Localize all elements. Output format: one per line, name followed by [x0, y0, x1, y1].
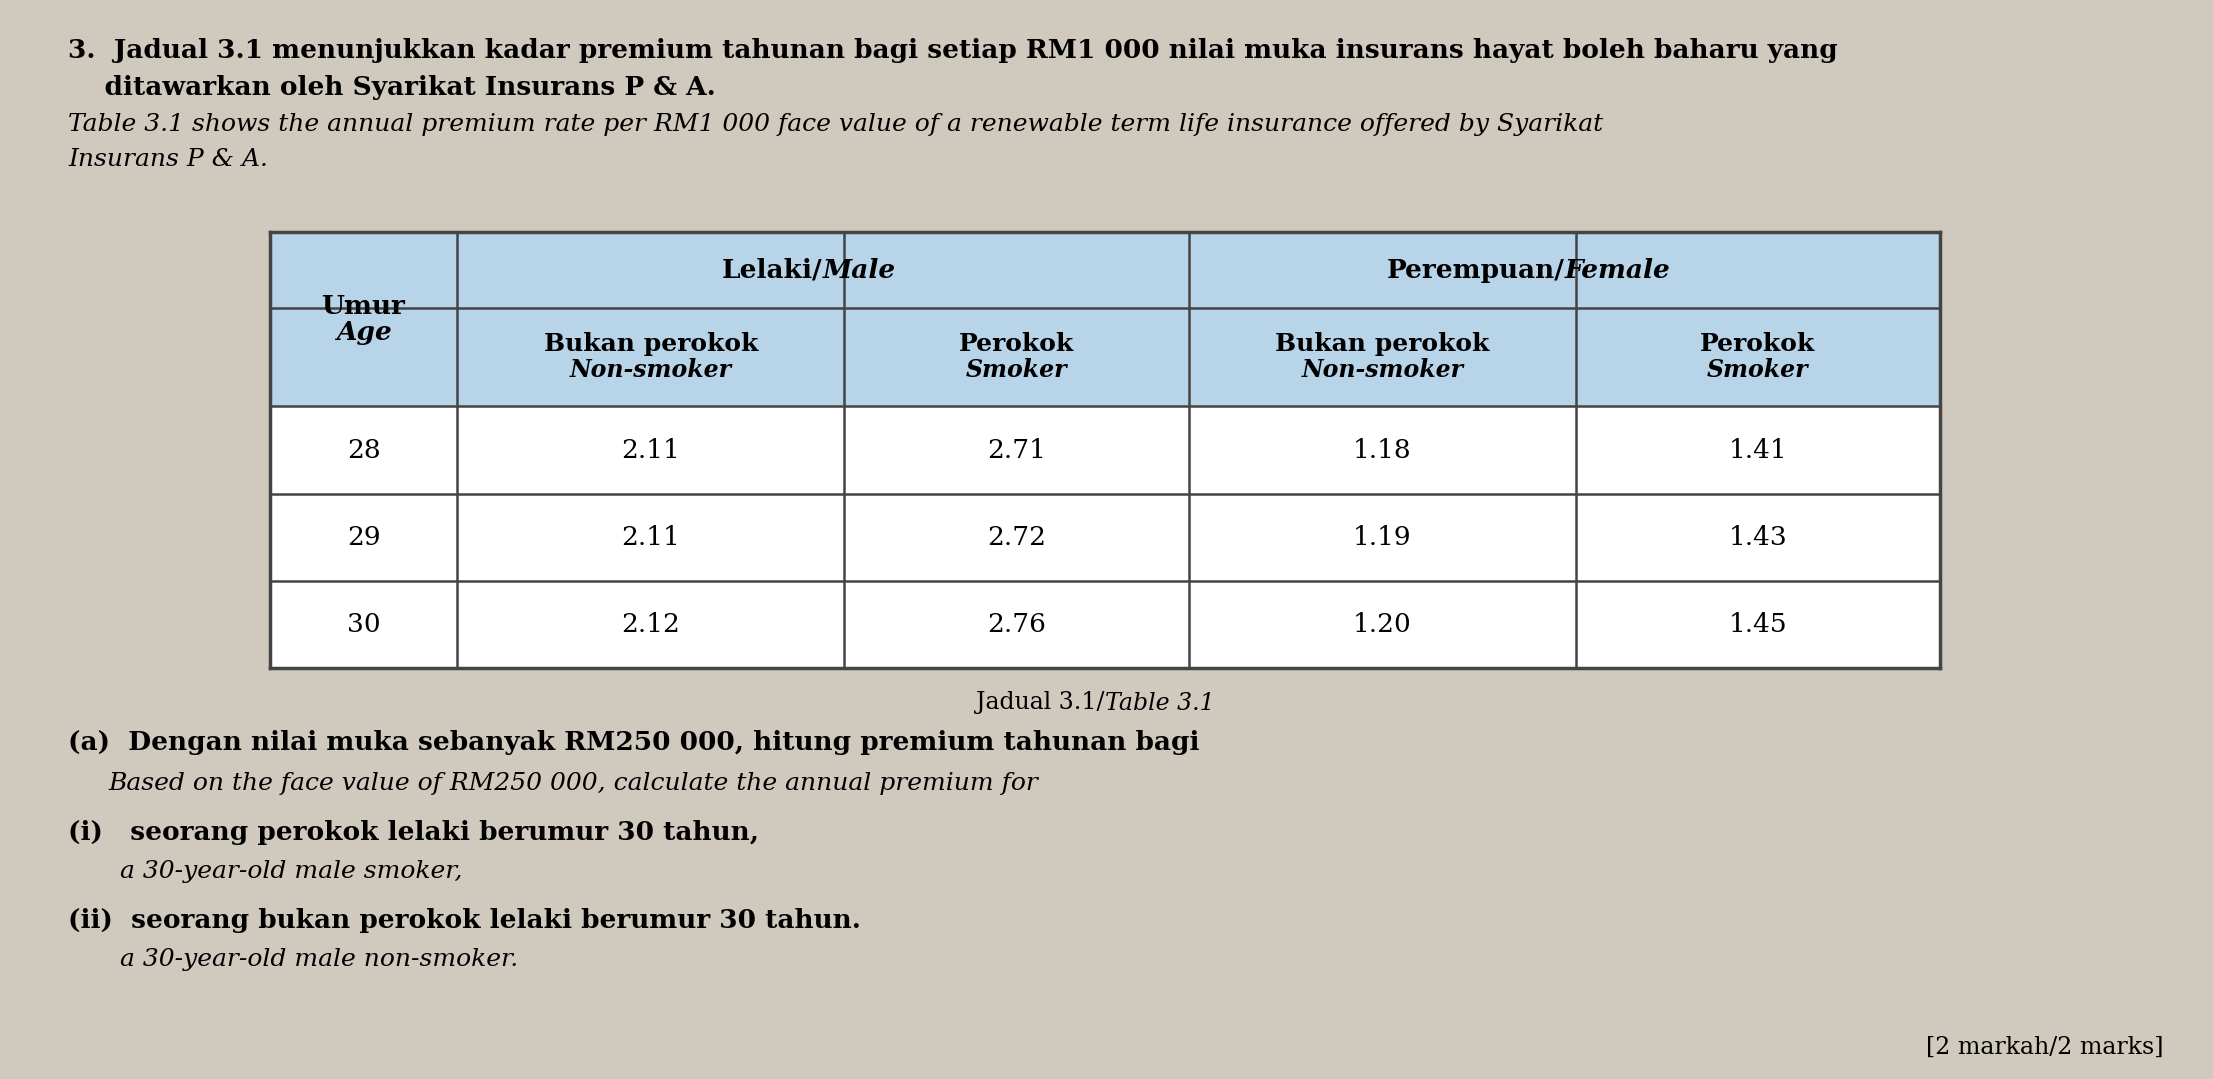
Bar [458, 493, 845, 581]
Bar [1188, 493, 1576, 581]
Text: Insurans P & A.: Insurans P & A. [69, 148, 268, 170]
Text: 30: 30 [347, 612, 381, 637]
Text: 2.11: 2.11 [622, 437, 679, 463]
Text: Age: Age [336, 319, 392, 344]
Text: 3.  Jadual 3.1 menunjukkan kadar premium tahunan bagi setiap RM1 000 nilai muka : 3. Jadual 3.1 menunjukkan kadar premium … [69, 38, 1837, 63]
Text: Perokok: Perokok [958, 332, 1073, 356]
Bar [270, 407, 458, 493]
Text: Bukan perokok: Bukan perokok [544, 332, 757, 356]
Bar [1576, 407, 1941, 493]
Bar [1188, 581, 1576, 668]
Bar [458, 407, 845, 493]
Bar [1188, 309, 1576, 407]
Text: Perokok: Perokok [1700, 332, 1815, 356]
Bar [845, 581, 1188, 668]
Bar [845, 232, 1188, 309]
Text: 1.43: 1.43 [1728, 524, 1788, 549]
Bar [845, 493, 1188, 581]
Bar [270, 581, 458, 668]
Text: Non-smoker: Non-smoker [569, 358, 733, 382]
Bar [1576, 232, 1941, 309]
Bar [1188, 232, 1576, 309]
Text: [2 markah/2 marks]: [2 markah/2 marks] [1925, 1036, 2162, 1058]
Bar [845, 309, 1188, 407]
Bar [1576, 493, 1941, 581]
Text: 2.76: 2.76 [987, 612, 1047, 637]
Text: 1.19: 1.19 [1352, 524, 1412, 549]
Text: Table 3.1 shows the annual premium rate per RM1 000 face value of a renewable te: Table 3.1 shows the annual premium rate … [69, 113, 1602, 136]
Text: (a)  Dengan nilai muka sebanyak RM250 000, hitung premium tahunan bagi: (a) Dengan nilai muka sebanyak RM250 000… [69, 730, 1199, 755]
Text: 1.20: 1.20 [1352, 612, 1412, 637]
Text: 1.45: 1.45 [1728, 612, 1788, 637]
Bar [845, 407, 1188, 493]
Text: 2.11: 2.11 [622, 524, 679, 549]
Bar [1576, 309, 1941, 407]
Text: Table 3.1: Table 3.1 [1104, 692, 1215, 714]
Text: (i)   seorang perokok lelaki berumur 30 tahun,: (i) seorang perokok lelaki berumur 30 ta… [69, 820, 759, 845]
Bar [1188, 407, 1576, 493]
Text: (ii)  seorang bukan perokok lelaki berumur 30 tahun.: (ii) seorang bukan perokok lelaki berumu… [69, 909, 861, 933]
Text: Non-smoker: Non-smoker [1301, 358, 1463, 382]
Bar [270, 309, 458, 407]
Text: 2.71: 2.71 [987, 437, 1047, 463]
Bar [458, 581, 845, 668]
Text: 1.41: 1.41 [1728, 437, 1788, 463]
Text: Jadual 3.1/: Jadual 3.1/ [976, 692, 1104, 714]
Text: Smoker: Smoker [965, 358, 1067, 382]
Text: Female: Female [1565, 258, 1671, 283]
Text: a 30-year-old male non-smoker.: a 30-year-old male non-smoker. [120, 948, 518, 971]
Text: Lelaki/: Lelaki/ [721, 258, 823, 283]
Bar [270, 493, 458, 581]
Text: Smoker: Smoker [1706, 358, 1808, 382]
Text: 2.72: 2.72 [987, 524, 1047, 549]
Text: Based on the face value of RM250 000, calculate the annual premium for: Based on the face value of RM250 000, ca… [108, 771, 1038, 795]
Bar [270, 232, 458, 309]
Text: 1.18: 1.18 [1352, 437, 1412, 463]
Bar [1576, 581, 1941, 668]
Text: Perempuan/: Perempuan/ [1385, 258, 1565, 283]
Text: a 30-year-old male smoker,: a 30-year-old male smoker, [120, 860, 463, 883]
Bar [458, 232, 845, 309]
Text: Umur: Umur [321, 293, 405, 318]
Text: ditawarkan oleh Syarikat Insurans P & A.: ditawarkan oleh Syarikat Insurans P & A. [69, 76, 715, 100]
Text: 2.12: 2.12 [622, 612, 679, 637]
Text: 28: 28 [347, 437, 381, 463]
Text: 29: 29 [347, 524, 381, 549]
Text: Male: Male [823, 258, 896, 283]
Text: Bukan perokok: Bukan perokok [1275, 332, 1489, 356]
Bar [458, 309, 845, 407]
